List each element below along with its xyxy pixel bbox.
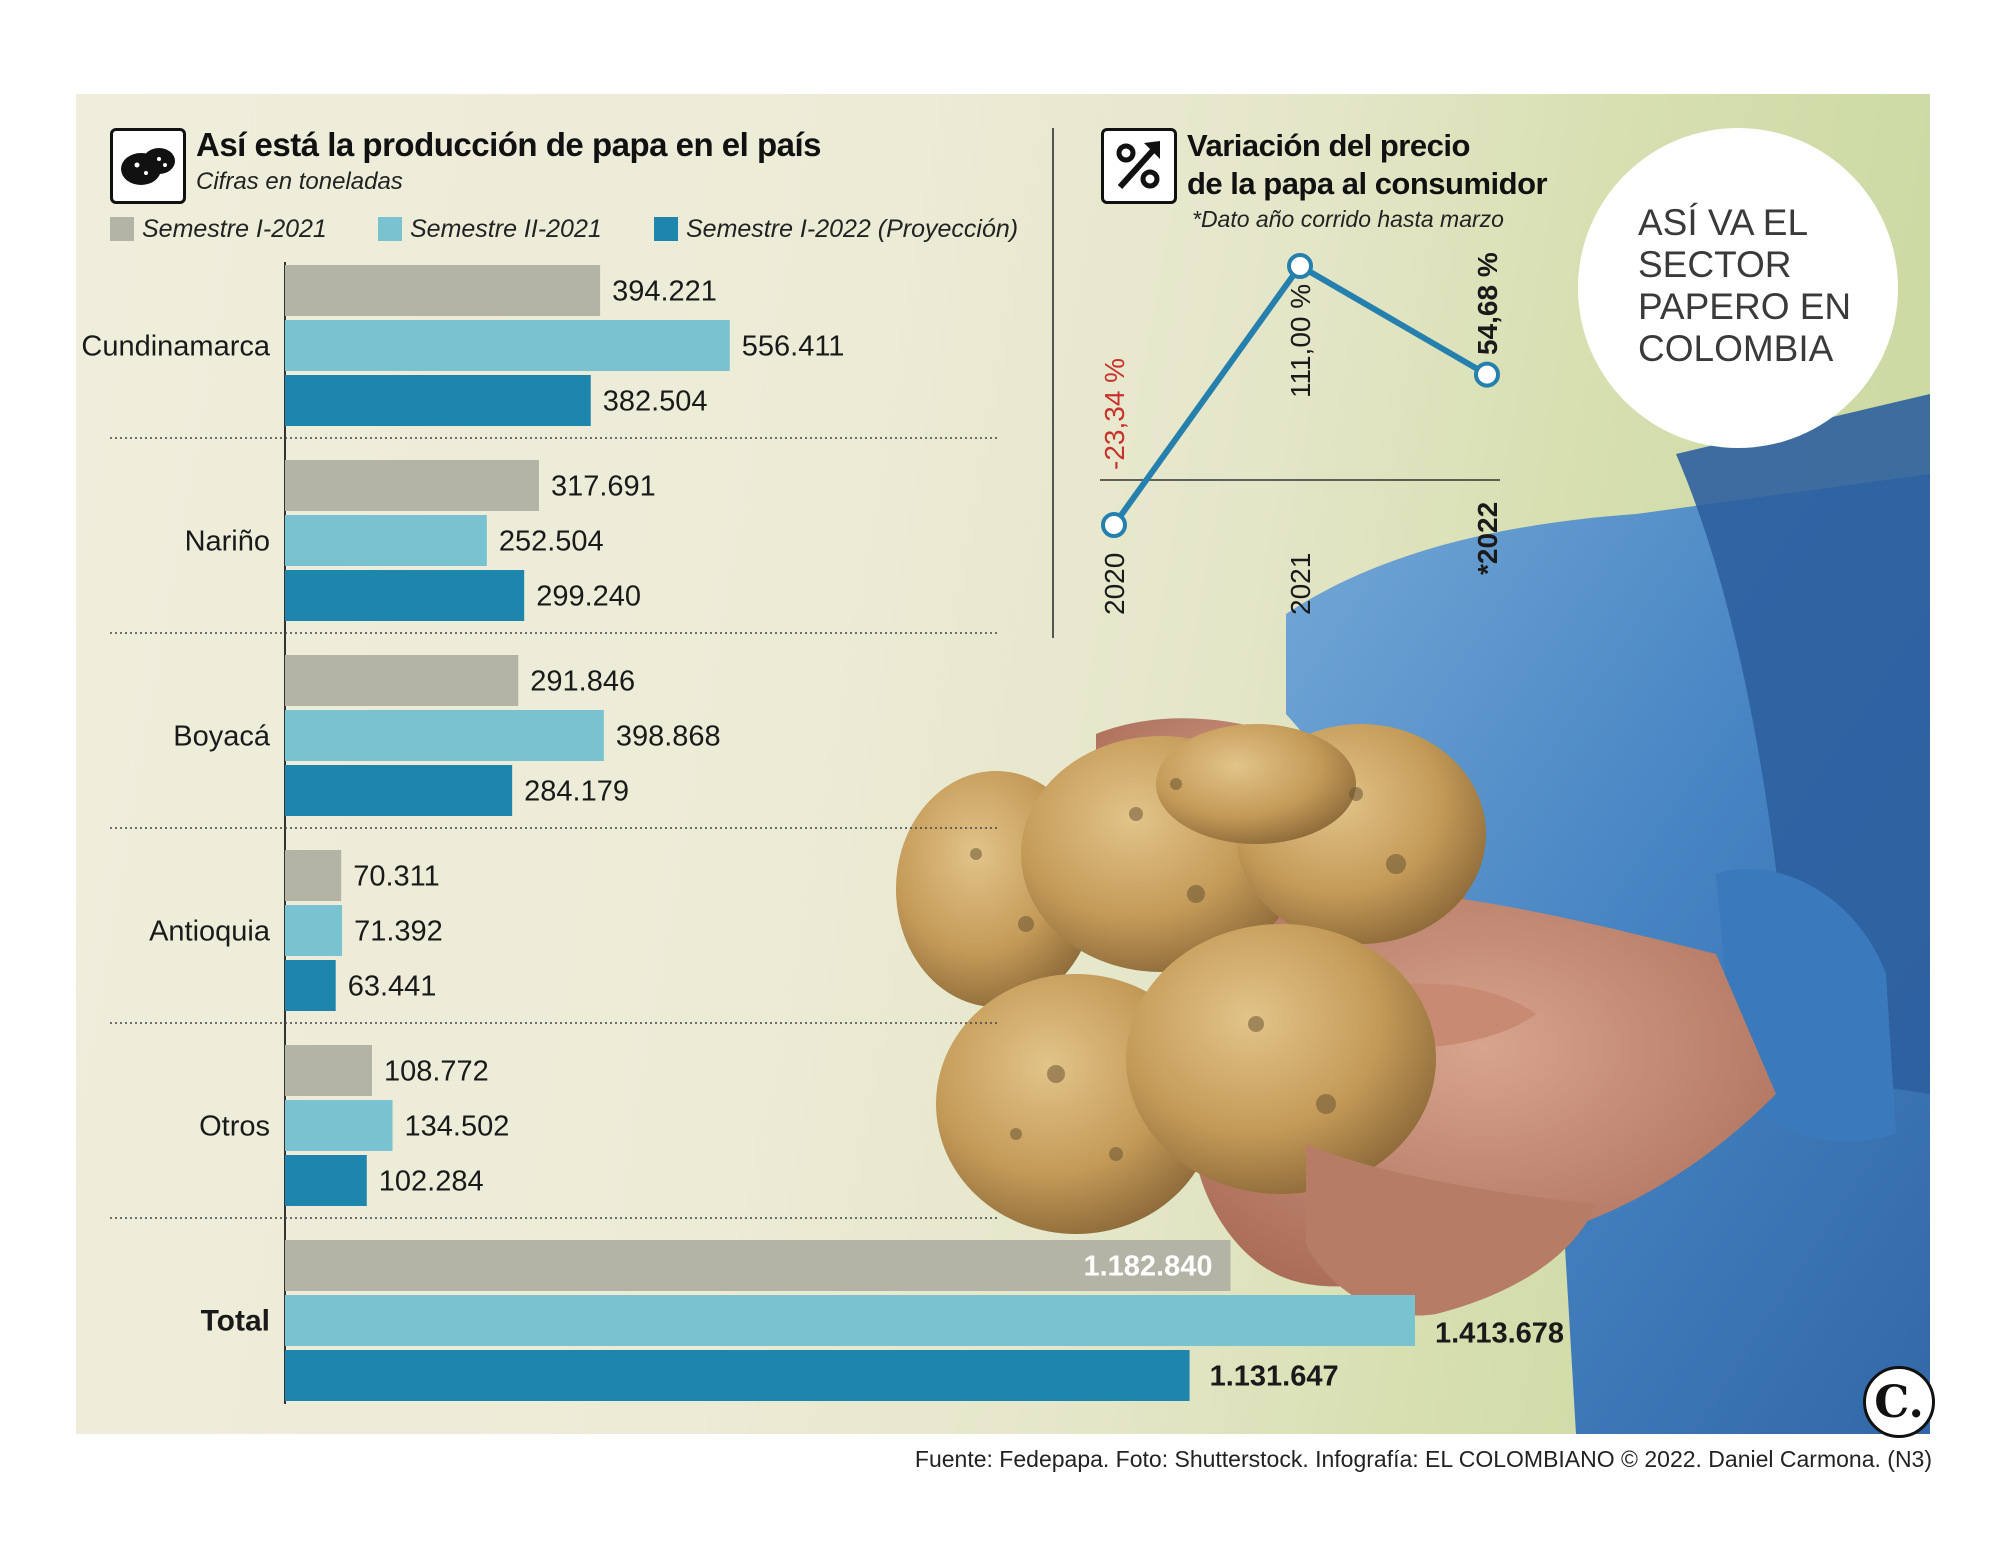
- bar: [285, 1155, 367, 1206]
- category-label: Boyacá: [173, 721, 271, 753]
- bar-value-label: 299.240: [536, 581, 641, 613]
- legend-label: Semestre II-2021: [410, 214, 602, 243]
- bar: [285, 905, 343, 956]
- bar: [285, 570, 525, 621]
- bar: [285, 765, 513, 816]
- bar: [285, 850, 342, 901]
- bar-value-label: 1.131.647: [1210, 1361, 1339, 1393]
- legend-label: Semestre I-2022 (Proyección): [686, 214, 1019, 243]
- price-value-label: 54,68 %: [1472, 252, 1503, 355]
- bar: [285, 655, 519, 706]
- potato-icon: [110, 128, 186, 204]
- bar: [285, 1350, 1190, 1401]
- price-point: [1287, 253, 1313, 279]
- bar: [285, 1045, 372, 1096]
- bar: [285, 515, 487, 566]
- el-colombiano-logo: C.: [1863, 1366, 1935, 1438]
- headline-badge: [1578, 128, 1898, 448]
- bar-value-label: 252.504: [499, 526, 604, 558]
- legend-swatch: [654, 217, 678, 241]
- category-label: Antioquia: [149, 916, 271, 948]
- legend-swatch: [110, 217, 134, 241]
- chart-subtitle: Cifras en toneladas: [196, 168, 403, 195]
- bar-value-label: 63.441: [348, 971, 437, 1003]
- potato-hands-photo: [896, 394, 1930, 1434]
- category-label: Cundinamarca: [81, 331, 270, 363]
- percent-up-icon: [1101, 128, 1177, 204]
- price-point: [1101, 511, 1127, 538]
- bar: [285, 375, 591, 426]
- source-credit: Fuente: Fedepapa. Foto: Shutterstock. In…: [914, 1446, 1932, 1472]
- bar-value-label: 317.691: [551, 471, 656, 503]
- bar: [285, 710, 604, 761]
- price-chart-title-line2: de la papa al consumidor: [1187, 166, 1548, 201]
- bar-value-label: 394.221: [612, 276, 717, 308]
- legend-item-semestre-ii-2021: Semestre II-2021: [378, 214, 602, 244]
- legend-item-semestre-i-2022: Semestre I-2022 (Proyección): [654, 214, 1018, 244]
- bar: [285, 320, 730, 371]
- price-chart-note: *Dato año corrido hasta marzo: [1192, 206, 1504, 232]
- category-label: Otros: [199, 1111, 270, 1143]
- price-value-label: 111,00 %: [1285, 284, 1316, 398]
- bar: [285, 265, 601, 316]
- bar-value-label: 1.182.840: [1083, 1251, 1212, 1283]
- price-point: [1474, 361, 1500, 388]
- bar-value-label: 134.502: [405, 1111, 510, 1143]
- category-label: Total: [201, 1305, 270, 1338]
- headline-badge-text: ASÍ VA EL SECTOR PAPERO EN COLOMBIA: [1638, 202, 1852, 369]
- bar-value-label: 70.311: [353, 861, 440, 893]
- bar: [285, 460, 539, 511]
- bar-value-label: 1.413.678: [1435, 1318, 1564, 1350]
- legend-item-semestre-i-2021: Semestre I-2021: [110, 214, 327, 244]
- category-label: Nariño: [185, 526, 270, 558]
- chart-title: Así está la producción de papa en el paí…: [196, 126, 822, 163]
- bar-value-label: 398.868: [616, 721, 721, 753]
- bar-value-label: 108.772: [384, 1056, 489, 1088]
- bar-value-label: 71.392: [354, 916, 443, 948]
- bar: [285, 1100, 393, 1151]
- year-label: *2022: [1472, 502, 1503, 575]
- bar: [285, 960, 336, 1011]
- bar-value-label: 102.284: [379, 1166, 484, 1198]
- bar-value-label: 291.846: [530, 666, 635, 698]
- bar-value-label: 284.179: [524, 776, 629, 808]
- price-chart-title-line1: Variación del precio: [1187, 128, 1470, 163]
- price-value-label: -23,34 %: [1099, 358, 1130, 470]
- year-label: 2021: [1285, 553, 1316, 615]
- year-label: 2020: [1099, 553, 1130, 615]
- bar-value-label: 556.411: [742, 331, 845, 363]
- bar-value-label: 382.504: [603, 386, 708, 418]
- legend-label: Semestre I-2021: [142, 214, 327, 243]
- section-divider: [1052, 128, 1054, 638]
- legend-swatch: [378, 217, 402, 241]
- bar: [285, 1240, 1231, 1291]
- bar: [285, 1295, 1415, 1346]
